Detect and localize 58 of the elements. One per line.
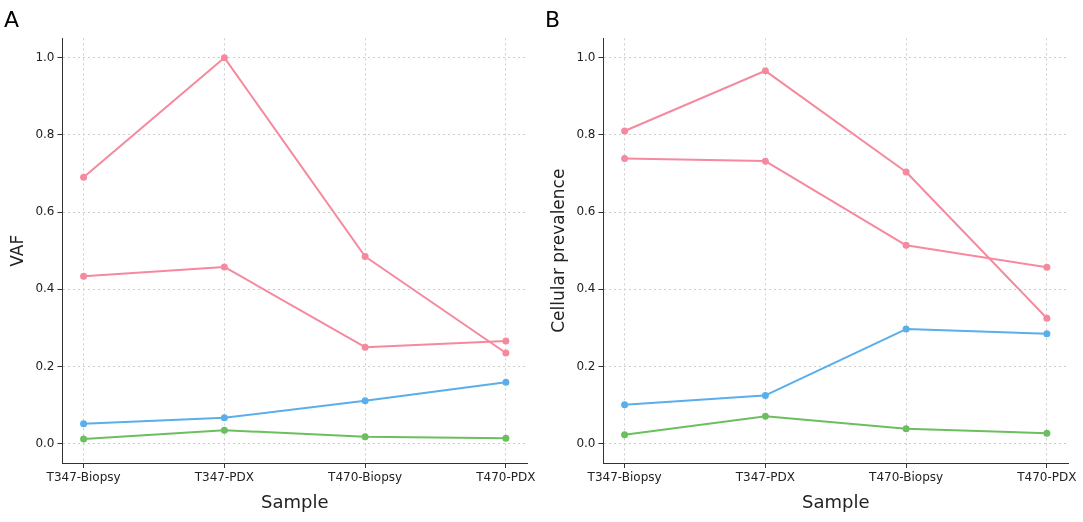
x-tick-label: T347-Biopsy [586, 470, 662, 485]
point [502, 378, 510, 386]
point [220, 54, 228, 62]
y-tick-label: 0.0 [35, 435, 55, 450]
point [220, 414, 228, 422]
point [902, 425, 910, 433]
point [502, 349, 510, 357]
y-tick-label: 0.0 [576, 435, 596, 450]
point [502, 337, 510, 345]
point [761, 67, 769, 75]
x-tick-label: T347-Biopsy [45, 470, 121, 485]
point [361, 252, 369, 260]
y-axis-title: VAF [6, 234, 27, 267]
x-tick-label: T470-PDX [1016, 470, 1077, 485]
y-tick-label: 0.6 [576, 204, 596, 219]
y-tick-label: 0.4 [576, 281, 596, 296]
point [220, 426, 228, 434]
point [220, 263, 228, 271]
y-tick-label: 0.8 [576, 127, 596, 142]
y-tick-label: 1.0 [35, 49, 55, 64]
point [80, 173, 88, 181]
point [621, 127, 629, 135]
x-axis-title: Sample [801, 490, 870, 512]
y-tick-label: 0.2 [576, 358, 596, 373]
y-axis-title: Cellular prevalence [547, 168, 568, 333]
point [361, 433, 369, 441]
y-tick-label: 0.4 [35, 281, 55, 296]
x-axis-title: Sample [260, 490, 329, 512]
point [902, 325, 910, 333]
point [80, 420, 88, 428]
x-tick-label: T470-PDX [475, 470, 536, 485]
point [621, 401, 629, 409]
point [1043, 263, 1051, 271]
point [761, 157, 769, 165]
point [80, 435, 88, 443]
point [80, 272, 88, 280]
point [761, 412, 769, 420]
x-tick-label: T470-Biopsy [327, 470, 403, 485]
x-tick-label: T470-Biopsy [868, 470, 944, 485]
point [621, 431, 629, 439]
point [761, 391, 769, 399]
x-tick-label: T347-PDX [734, 470, 795, 485]
point [621, 154, 629, 162]
point [1043, 314, 1051, 322]
point [1043, 330, 1051, 338]
point [902, 241, 910, 249]
point [361, 343, 369, 351]
y-tick-label: 1.0 [576, 49, 596, 64]
point [902, 168, 910, 176]
x-tick-label: T347-PDX [193, 470, 254, 485]
chart-title: B [545, 6, 561, 32]
y-tick-label: 0.6 [35, 204, 55, 219]
y-tick-label: 0.2 [35, 358, 55, 373]
y-tick-label: 0.8 [35, 127, 55, 142]
point [1043, 429, 1051, 437]
point [361, 397, 369, 405]
point [502, 434, 510, 442]
chart-title: A [4, 6, 20, 32]
